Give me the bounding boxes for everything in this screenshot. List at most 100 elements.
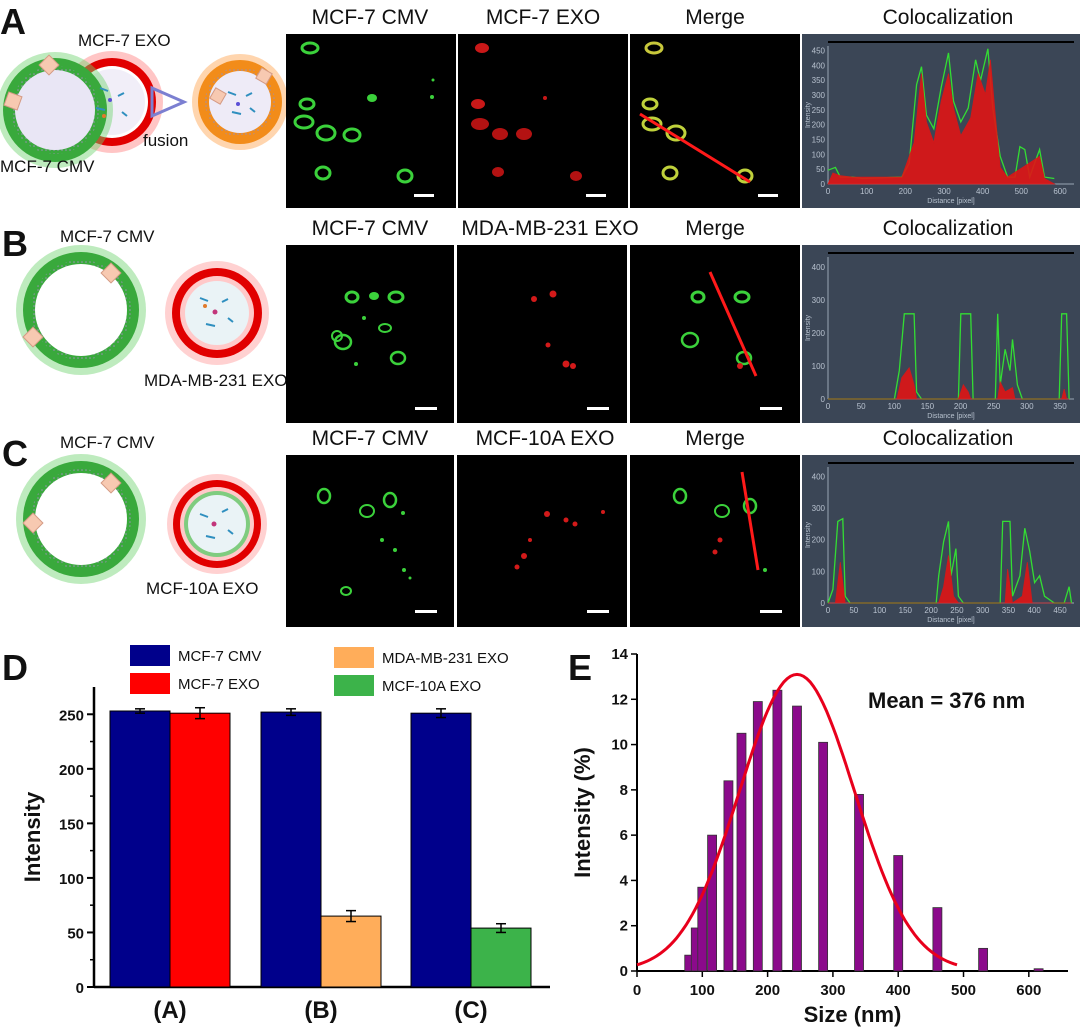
panel-a-title-1: MCF-7 CMV xyxy=(312,6,429,29)
coloc-x-tick: 350 xyxy=(1053,402,1067,411)
panel-c-schematic xyxy=(16,454,267,584)
coloc-y-tick: 250 xyxy=(812,106,826,115)
panel-a-title-3: Merge xyxy=(685,6,745,29)
panel-c-micrograph-exo xyxy=(457,455,627,627)
panel-a-coloc-plot: 0 50 100 150 200 250 300 350 400 450 0 100 200 300 400… xyxy=(802,34,1080,208)
coloc-y-tick: 150 xyxy=(812,135,826,144)
y-tick-label: 0 xyxy=(620,963,628,980)
x-tick-label: 0 xyxy=(633,982,641,999)
panel-a-micrograph-cmv xyxy=(286,34,456,208)
histogram-bar xyxy=(707,834,717,972)
coloc-y-tick: 400 xyxy=(812,61,826,70)
coloc-x-tick: 150 xyxy=(921,402,935,411)
panel-b-schematic xyxy=(16,245,269,375)
panel-c-cmv-label: MCF-7 CMV xyxy=(60,433,155,452)
histogram-bar xyxy=(772,689,783,972)
x-tick-label: 200 xyxy=(755,982,780,999)
panel-b-micrograph-merge xyxy=(630,245,800,423)
coloc-y-tick: 100 xyxy=(812,150,826,159)
coloc-y-tick: 350 xyxy=(812,76,826,85)
panel-a-letter: A xyxy=(0,1,26,42)
coloc-y-tick: 50 xyxy=(816,165,825,174)
x-tick-label: 100 xyxy=(690,982,715,999)
y-tick-label: 150 xyxy=(59,816,84,833)
y-tick-label: 6 xyxy=(620,827,628,844)
coloc-y-label: Intensity xyxy=(805,521,812,548)
y-tick-label: 4 xyxy=(620,872,629,889)
y-tick-label: 8 xyxy=(620,782,628,799)
panel-c-title-3: Merge xyxy=(685,427,745,450)
histogram-bar xyxy=(736,732,747,972)
panel-a-schematic xyxy=(0,51,288,168)
coloc-x-tick: 0 xyxy=(826,187,831,196)
coloc-x-tick: 600 xyxy=(1053,187,1067,196)
coloc-y-label: Intensity xyxy=(805,314,812,341)
coloc-y-tick: 300 xyxy=(812,91,826,100)
coloc-y-tick: 100 xyxy=(812,362,826,371)
x-tick-label: (C) xyxy=(454,997,487,1024)
y-tick-label: 250 xyxy=(59,707,84,724)
coloc-x-tick: 100 xyxy=(873,606,887,615)
intensity-bar-chart: 0 50 100 150 200 250 Intensity (A) (B) (C) MCF-7 C… xyxy=(20,645,550,1024)
legend-label: MDA-MB-231 EXO xyxy=(382,650,509,667)
fusion-label: fusion xyxy=(143,131,188,150)
x-tick-label: 500 xyxy=(951,982,976,999)
coloc-y-tick: 200 xyxy=(812,536,826,545)
coloc-red-trace xyxy=(828,555,1072,604)
panel-b-exo-label: MDA-MB-231 EXO xyxy=(144,371,288,390)
panel-c-title-2: MCF-10A EXO xyxy=(476,427,615,450)
coloc-y-tick: 0 xyxy=(821,180,826,189)
legend-label: MCF-7 EXO xyxy=(178,676,260,693)
y-axis-label: Intensity (%) xyxy=(570,747,595,878)
coloc-x-tick: 400 xyxy=(976,187,990,196)
panel-c-title-4: Colocalization xyxy=(883,427,1014,450)
histogram-bar xyxy=(792,705,802,972)
panel-b-title-1: MCF-7 CMV xyxy=(312,217,429,240)
coloc-x-tick: 250 xyxy=(950,606,964,615)
coloc-y-tick: 300 xyxy=(812,296,826,305)
panel-b-micrograph-exo xyxy=(457,245,627,423)
panel-b-cmv-label: MCF-7 CMV xyxy=(60,227,155,246)
bar xyxy=(470,927,532,988)
y-axis-label: Intensity xyxy=(20,791,45,882)
coloc-y-label: Intensity xyxy=(805,101,812,128)
gaussian-fit-curve xyxy=(636,672,958,967)
histogram-bar xyxy=(893,855,904,972)
y-tick-label: 2 xyxy=(620,918,628,935)
coloc-y-tick: 400 xyxy=(812,263,826,272)
panel-b-title-3: Merge xyxy=(685,217,745,240)
legend-swatch xyxy=(130,673,170,694)
legend-label: MCF-7 CMV xyxy=(178,648,261,665)
histogram-bar xyxy=(1033,968,1044,972)
x-tick-label: (A) xyxy=(153,997,186,1024)
histogram-bar xyxy=(978,947,989,972)
panel-d-letter: D xyxy=(2,647,28,688)
histogram-bar xyxy=(818,741,829,972)
coloc-x-label: Distance [pixel] xyxy=(927,617,975,624)
coloc-y-tick: 100 xyxy=(812,567,826,576)
coloc-x-tick: 0 xyxy=(826,402,831,411)
y-tick-label: 10 xyxy=(611,737,628,754)
x-tick-label: 300 xyxy=(820,982,845,999)
coloc-y-tick: 0 xyxy=(821,599,826,608)
y-tick-label: 12 xyxy=(611,691,628,708)
panel-b-coloc-plot: 0 100 200 300 400 0 50 100 150 200 250 300 350 Distan… xyxy=(802,245,1080,423)
bar xyxy=(109,710,171,988)
histogram-bar xyxy=(854,793,864,972)
x-tick-label: 400 xyxy=(886,982,911,999)
histogram-bar xyxy=(697,886,708,972)
coloc-x-tick: 100 xyxy=(888,402,902,411)
panel-c-micrograph-cmv xyxy=(286,455,454,627)
coloc-x-tick: 500 xyxy=(1015,187,1029,196)
x-tick-label: (B) xyxy=(304,997,337,1024)
histogram-bar xyxy=(932,907,943,972)
x-tick-label: 600 xyxy=(1016,982,1041,999)
y-tick-label: 50 xyxy=(67,925,84,942)
bar xyxy=(410,712,472,988)
panel-c-coloc-plot: 0 100 200 300 400 0 50 100 150 200 250 300 350 400 450… xyxy=(802,455,1080,627)
panel-a-cmv-label: MCF-7 CMV xyxy=(0,157,95,176)
coloc-red-trace xyxy=(828,366,1070,400)
coloc-x-tick: 250 xyxy=(987,402,1001,411)
bar xyxy=(260,711,322,988)
